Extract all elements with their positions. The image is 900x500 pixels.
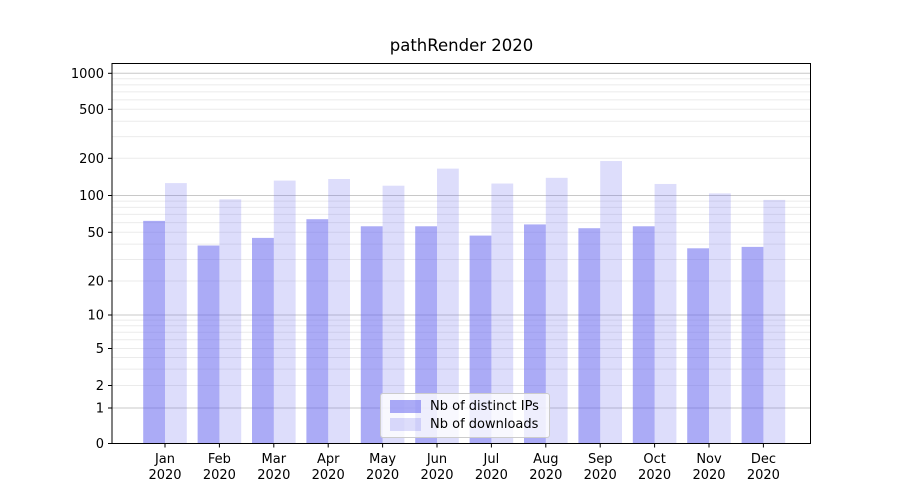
- x-tick-label-year: 2020: [420, 468, 453, 483]
- x-tick-label-year: 2020: [692, 468, 725, 483]
- bar-downloads-mar: [273, 180, 296, 444]
- x-tick-label-year: 2020: [638, 468, 671, 483]
- y-tick-label: 0: [96, 437, 104, 452]
- legend-swatch-downloads: [390, 418, 421, 431]
- bar-ips-may: [360, 226, 383, 444]
- bar-ips-feb: [197, 245, 220, 444]
- y-tick-label: 1000: [71, 67, 104, 82]
- y-tick-label: 2: [96, 379, 104, 394]
- x-tick-label-year: 2020: [475, 468, 508, 483]
- x-tick-label-month: Oct: [643, 452, 665, 467]
- bar-ips-dec: [741, 246, 764, 444]
- y-tick-label: 200: [79, 152, 104, 167]
- bar-ips-jan: [143, 220, 165, 444]
- x-tick-label-month: Feb: [208, 452, 231, 467]
- x-tick-label-month: Jan: [154, 452, 175, 467]
- plot-border: [111, 63, 811, 444]
- legend-label-distinct-ips: Nb of distinct IPs: [430, 399, 539, 414]
- x-tick-label-year: 2020: [257, 468, 290, 483]
- x-tick-label-year: 2020: [203, 468, 236, 483]
- x-tick-label-month: Jun: [426, 452, 447, 467]
- legend-item-distinct-ips: Nb of distinct IPs: [390, 399, 541, 414]
- bar-downloads-aug: [545, 177, 568, 444]
- chart-title: pathRender 2020: [389, 36, 534, 55]
- bar-downloads-may: [382, 185, 405, 444]
- x-tick-label-month: Nov: [696, 452, 722, 467]
- x-tick-label-year: 2020: [584, 468, 617, 483]
- bar-downloads-apr: [328, 178, 350, 444]
- x-tick-label-month: Dec: [751, 452, 776, 467]
- bar-ips-jun: [415, 226, 437, 444]
- bar-downloads-oct: [654, 183, 677, 444]
- bar-downloads-jul: [491, 183, 514, 444]
- y-tick-label: 50: [87, 226, 104, 241]
- bar-downloads-dec: [763, 199, 786, 444]
- x-tick-label-year: 2020: [366, 468, 399, 483]
- bar-downloads-jan: [165, 183, 187, 444]
- bar-downloads-nov: [709, 193, 731, 444]
- x-tick-label-year: 2020: [529, 468, 562, 483]
- x-tick-label-year: 2020: [312, 468, 345, 483]
- x-tick-label-month: Sep: [588, 452, 613, 467]
- bar-ips-apr: [306, 219, 329, 444]
- legend: Nb of distinct IPs Nb of downloads: [380, 393, 550, 438]
- bar-ips-sep: [578, 228, 601, 444]
- bar-ips-jul: [469, 235, 492, 444]
- x-tick-label-month: Jul: [483, 452, 500, 467]
- y-tick-label: 20: [87, 275, 104, 290]
- bar-downloads-sep: [600, 161, 622, 444]
- bar-downloads-jun: [437, 168, 459, 444]
- x-tick-label-month: Aug: [533, 452, 558, 467]
- x-tick-label-year: 2020: [747, 468, 780, 483]
- legend-item-downloads: Nb of downloads: [390, 417, 541, 432]
- y-tick-label: 5: [96, 342, 104, 357]
- legend-label-downloads: Nb of downloads: [430, 417, 539, 432]
- x-tick-label-year: 2020: [148, 468, 181, 483]
- y-tick-label: 10: [87, 309, 104, 324]
- bar-downloads-feb: [219, 199, 242, 444]
- legend-swatch-distinct-ips: [390, 400, 421, 413]
- y-tick-label: 500: [79, 103, 104, 118]
- bar-ips-mar: [252, 237, 274, 444]
- bar-ips-aug: [524, 224, 546, 444]
- y-tick-label: 100: [79, 189, 104, 204]
- x-tick-label-month: Mar: [262, 452, 287, 467]
- bar-ips-nov: [687, 248, 709, 444]
- x-tick-label-month: May: [369, 452, 396, 467]
- x-tick-label-month: Apr: [317, 452, 340, 467]
- y-tick-label: 1: [96, 402, 104, 417]
- bar-ips-oct: [632, 226, 655, 444]
